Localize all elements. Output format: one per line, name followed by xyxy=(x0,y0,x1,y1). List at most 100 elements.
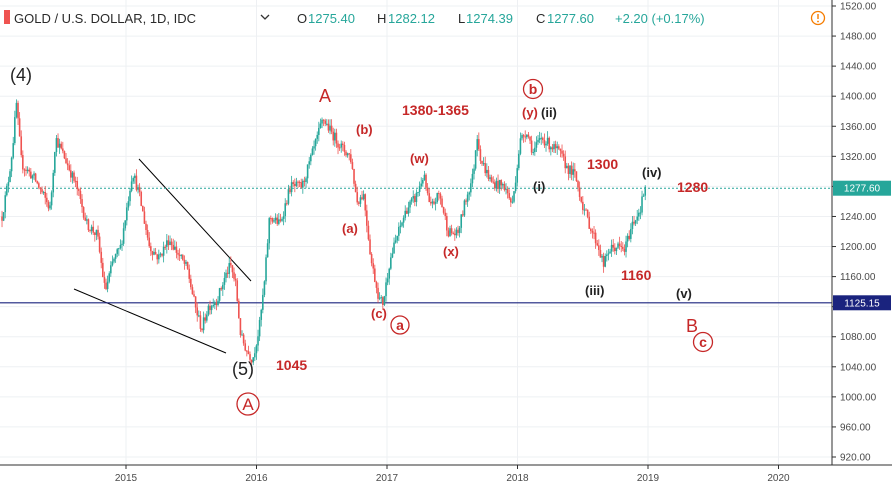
candle-body xyxy=(546,137,549,144)
candle-body xyxy=(188,268,191,279)
candle-body xyxy=(150,246,152,252)
candle-body xyxy=(151,251,154,255)
candle-body xyxy=(324,120,327,124)
symbol-header[interactable]: GOLD / U.S. DOLLAR, 1D, IDC O 1275.40 H … xyxy=(4,10,705,26)
candle-body xyxy=(326,123,328,125)
candle-body xyxy=(15,102,18,118)
candle-body xyxy=(273,220,275,222)
candle-body xyxy=(145,223,147,231)
candle-body xyxy=(142,205,144,212)
candle-body xyxy=(281,218,283,221)
candle-body xyxy=(234,278,237,281)
candle-body xyxy=(178,254,181,256)
y-tick-label: 1080.00 xyxy=(840,332,877,343)
candle-body xyxy=(518,153,520,169)
candle-body xyxy=(354,183,357,193)
candle-body xyxy=(303,180,306,182)
candle-body xyxy=(567,165,570,174)
candle-body xyxy=(31,175,34,179)
exclamation-circle-icon[interactable] xyxy=(810,10,826,26)
candle-body xyxy=(570,165,573,175)
candle-body xyxy=(34,173,37,182)
candle-body xyxy=(183,259,186,264)
wedge-lower-line[interactable] xyxy=(73,288,227,354)
candle-body xyxy=(284,203,287,217)
candle-body xyxy=(334,132,336,141)
plot-area[interactable] xyxy=(0,0,832,465)
candle-body xyxy=(105,282,107,290)
candle-body xyxy=(514,182,517,192)
candle-body xyxy=(140,191,143,206)
candle-body xyxy=(620,245,623,247)
y-tick-label: 960.00 xyxy=(840,422,871,433)
candle-body xyxy=(598,245,600,251)
candle-body xyxy=(478,139,480,150)
x-tick-label: 2017 xyxy=(376,473,399,484)
candle-body xyxy=(343,145,346,152)
candle-body xyxy=(426,187,429,194)
low-label: L xyxy=(458,11,465,26)
candle-body xyxy=(353,168,355,184)
candle-body xyxy=(578,187,581,197)
candle-body xyxy=(129,190,131,202)
candle-body xyxy=(308,161,311,165)
candle-body xyxy=(378,297,381,299)
candle-body xyxy=(329,125,331,131)
candle-body xyxy=(202,317,205,331)
candle-body xyxy=(599,250,602,258)
wave-annotations: (4) (5) A 1045 A (b) (a) (c) a 1380-1365… xyxy=(10,65,714,416)
candle-body xyxy=(1,216,3,221)
last-price-badge: 1277.60 xyxy=(833,180,891,196)
x-axis[interactable]: 2015 2016 2017 2018 2019 2020 xyxy=(115,465,790,484)
candle-body xyxy=(30,171,32,179)
symbol-title[interactable]: GOLD / U.S. DOLLAR, 1D, IDC xyxy=(14,11,196,26)
candle-body xyxy=(204,317,207,321)
candle-body xyxy=(121,243,123,245)
candle-body xyxy=(428,193,431,203)
candle-body xyxy=(217,300,219,306)
candle-body xyxy=(495,180,498,189)
candle-body xyxy=(239,318,242,336)
candle-body xyxy=(633,221,635,224)
wedge-upper-line[interactable] xyxy=(138,158,252,282)
candle-body xyxy=(639,212,642,214)
candle-body xyxy=(17,102,19,119)
candle-body xyxy=(492,181,495,183)
chevron-down-icon[interactable] xyxy=(260,14,270,20)
candle-body xyxy=(442,207,445,213)
candle-body xyxy=(526,134,528,138)
candle-body xyxy=(233,272,235,279)
candle-body xyxy=(41,189,43,193)
label-c: (c) xyxy=(371,306,387,321)
candle-body xyxy=(196,307,199,316)
candle-body xyxy=(74,180,77,182)
candle-body xyxy=(630,228,632,239)
candle-body xyxy=(479,149,482,161)
candle-body xyxy=(258,319,261,337)
candle-body xyxy=(153,251,155,255)
candle-body xyxy=(561,150,563,154)
candle-body xyxy=(463,200,466,216)
candle-body xyxy=(375,281,378,288)
candle-body xyxy=(377,287,379,299)
candle-body xyxy=(500,180,503,186)
candle-body xyxy=(502,184,504,186)
candle-body xyxy=(174,246,176,250)
candle-body xyxy=(452,233,455,235)
candle-body xyxy=(162,246,165,256)
candle-body xyxy=(169,241,171,246)
candle-body xyxy=(530,140,533,153)
candle-body xyxy=(287,189,290,204)
candle-body xyxy=(434,202,437,204)
candle-body xyxy=(134,175,136,179)
candle-body xyxy=(143,211,146,224)
candle-body xyxy=(610,244,613,252)
candle-body xyxy=(111,261,114,266)
candle-body xyxy=(305,178,307,182)
candle-body xyxy=(444,212,447,217)
candle-body xyxy=(455,229,458,236)
candle-body xyxy=(402,217,405,223)
candle-body xyxy=(596,243,599,246)
y-axis[interactable]: 1520.00 1480.00 1440.00 1400.00 1360.00 1320.… xyxy=(832,2,877,464)
